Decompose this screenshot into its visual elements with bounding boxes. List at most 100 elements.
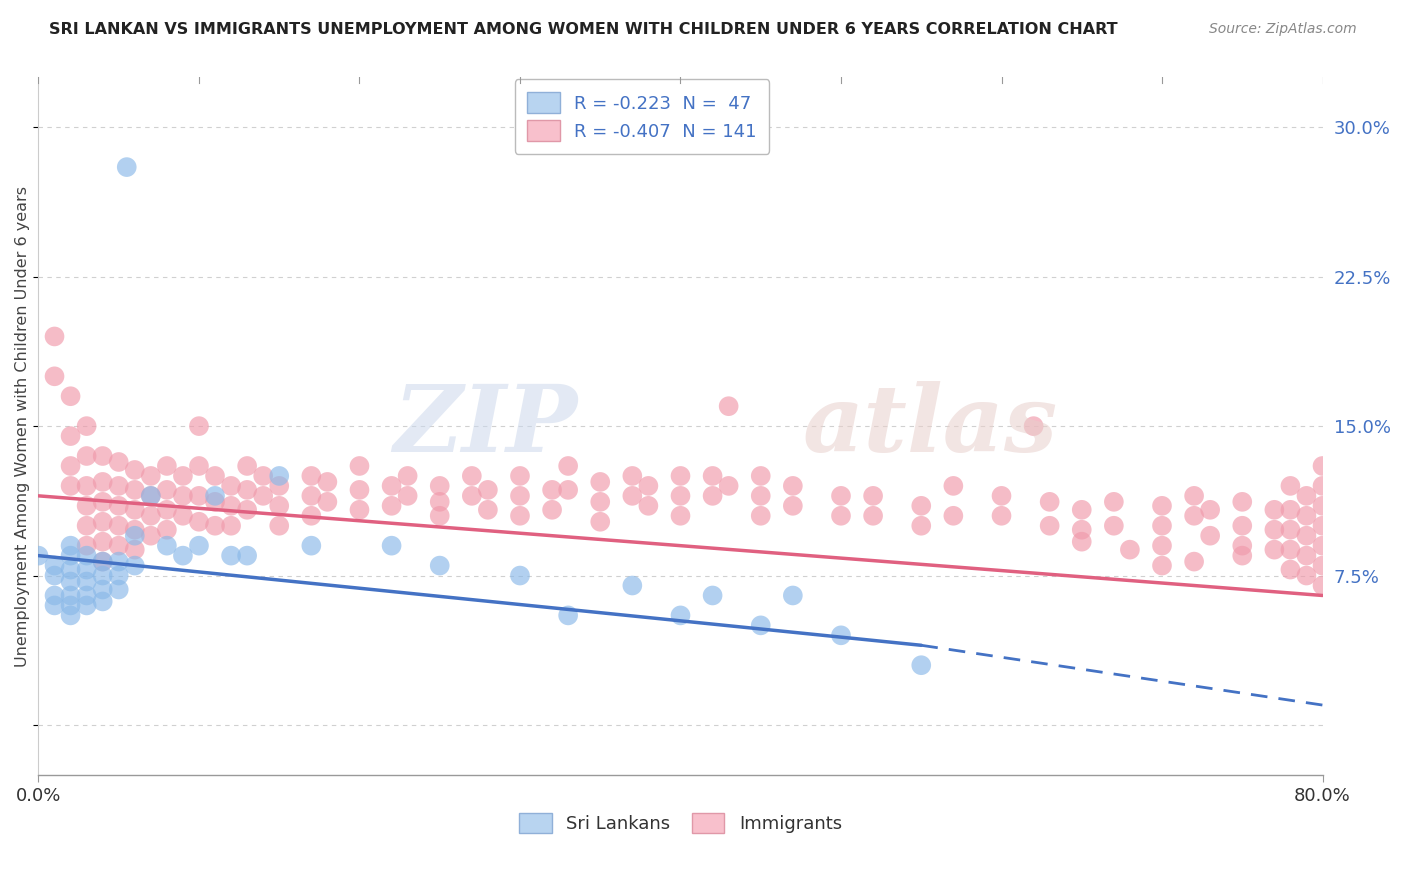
Point xyxy=(782,589,804,603)
Point xyxy=(156,483,179,497)
Point xyxy=(637,499,659,513)
Point xyxy=(1312,539,1334,553)
Point xyxy=(910,499,932,513)
Point xyxy=(782,499,804,513)
Point xyxy=(1182,508,1205,523)
Point xyxy=(76,539,98,553)
Point xyxy=(76,479,98,493)
Point xyxy=(1022,419,1045,434)
Point xyxy=(76,419,98,434)
Point xyxy=(1199,503,1222,517)
Point xyxy=(156,458,179,473)
Point xyxy=(107,479,129,493)
Point xyxy=(44,558,66,573)
Point xyxy=(1279,523,1302,537)
Point xyxy=(156,539,179,553)
Text: SRI LANKAN VS IMMIGRANTS UNEMPLOYMENT AMONG WOMEN WITH CHILDREN UNDER 6 YEARS CO: SRI LANKAN VS IMMIGRANTS UNEMPLOYMENT AM… xyxy=(49,22,1118,37)
Point xyxy=(1295,508,1317,523)
Point xyxy=(1182,555,1205,569)
Point xyxy=(1312,458,1334,473)
Point xyxy=(429,479,451,493)
Point xyxy=(76,599,98,613)
Point xyxy=(1199,529,1222,543)
Point xyxy=(1312,518,1334,533)
Point xyxy=(782,479,804,493)
Point xyxy=(236,549,259,563)
Point xyxy=(1232,518,1254,533)
Point xyxy=(124,483,146,497)
Point xyxy=(156,523,179,537)
Point xyxy=(44,369,66,384)
Point xyxy=(107,539,129,553)
Point xyxy=(1295,529,1317,543)
Point xyxy=(107,582,129,597)
Point xyxy=(236,458,259,473)
Point xyxy=(1150,499,1173,513)
Text: ZIP: ZIP xyxy=(394,381,578,471)
Point xyxy=(204,469,226,483)
Point xyxy=(702,469,724,483)
Point xyxy=(702,589,724,603)
Point xyxy=(1295,489,1317,503)
Point xyxy=(188,539,211,553)
Legend: Sri Lankans, Immigrants: Sri Lankans, Immigrants xyxy=(510,804,851,842)
Point xyxy=(76,549,98,563)
Point xyxy=(509,469,531,483)
Point xyxy=(156,503,179,517)
Point xyxy=(749,489,772,503)
Point xyxy=(1039,518,1062,533)
Point xyxy=(59,429,82,443)
Point xyxy=(669,508,692,523)
Point xyxy=(124,463,146,477)
Point xyxy=(1150,539,1173,553)
Point xyxy=(461,489,484,503)
Point xyxy=(91,594,114,608)
Point xyxy=(172,469,194,483)
Point xyxy=(381,539,404,553)
Point xyxy=(59,563,82,577)
Point xyxy=(44,568,66,582)
Point xyxy=(91,555,114,569)
Point xyxy=(830,489,852,503)
Point xyxy=(990,489,1012,503)
Point xyxy=(44,589,66,603)
Point xyxy=(59,479,82,493)
Point xyxy=(107,568,129,582)
Point xyxy=(1312,558,1334,573)
Point xyxy=(621,469,644,483)
Point xyxy=(59,539,82,553)
Point xyxy=(1263,523,1285,537)
Point xyxy=(91,495,114,509)
Point xyxy=(990,508,1012,523)
Point xyxy=(461,469,484,483)
Point xyxy=(557,483,579,497)
Point xyxy=(269,469,291,483)
Point xyxy=(830,508,852,523)
Point xyxy=(509,508,531,523)
Point xyxy=(1279,542,1302,557)
Point xyxy=(219,479,242,493)
Point xyxy=(1232,539,1254,553)
Point xyxy=(381,479,404,493)
Point xyxy=(172,489,194,503)
Point xyxy=(749,469,772,483)
Point xyxy=(219,549,242,563)
Point xyxy=(236,503,259,517)
Point xyxy=(1312,479,1334,493)
Point xyxy=(749,618,772,632)
Point xyxy=(349,458,371,473)
Point xyxy=(396,469,419,483)
Point xyxy=(702,489,724,503)
Point xyxy=(1070,503,1092,517)
Point xyxy=(299,469,322,483)
Point xyxy=(316,495,339,509)
Point xyxy=(91,449,114,463)
Point xyxy=(1263,542,1285,557)
Point xyxy=(1102,518,1125,533)
Point xyxy=(637,479,659,493)
Point xyxy=(124,542,146,557)
Point xyxy=(91,555,114,569)
Point xyxy=(91,515,114,529)
Point xyxy=(1102,495,1125,509)
Point xyxy=(269,518,291,533)
